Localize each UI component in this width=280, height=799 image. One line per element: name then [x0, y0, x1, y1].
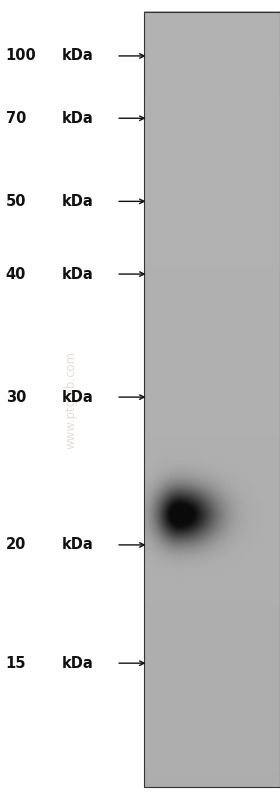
Text: kDa: kDa	[62, 194, 93, 209]
Text: www.ptglab.com: www.ptglab.com	[65, 351, 78, 448]
Text: 20: 20	[6, 538, 26, 552]
Text: 15: 15	[6, 656, 26, 670]
Text: kDa: kDa	[62, 538, 93, 552]
Text: kDa: kDa	[62, 111, 93, 125]
Text: kDa: kDa	[62, 656, 93, 670]
Text: kDa: kDa	[62, 390, 93, 404]
Text: 50: 50	[6, 194, 26, 209]
Text: 30: 30	[6, 390, 26, 404]
Text: 70: 70	[6, 111, 26, 125]
Text: kDa: kDa	[62, 267, 93, 281]
Text: 40: 40	[6, 267, 26, 281]
Text: kDa: kDa	[62, 49, 93, 63]
Bar	[144, 12, 280, 787]
Text: 100: 100	[6, 49, 36, 63]
